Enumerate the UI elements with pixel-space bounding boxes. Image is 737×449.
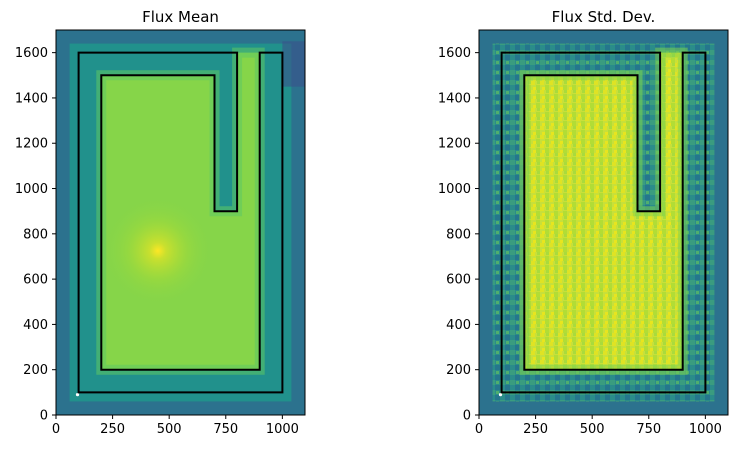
- y-tick-label: 1600: [15, 46, 48, 61]
- x-tick-label: 250: [100, 422, 125, 437]
- y-tick-label: 800: [446, 227, 471, 242]
- x-tick-label: 750: [636, 422, 661, 437]
- heatmap-peak: [102, 195, 213, 306]
- axes-frame: [55, 29, 306, 416]
- flux-mean-panel: 0 250 500 750 1000 0 200 400 600 800 1000 1200 1400 1…: [15, 8, 306, 437]
- y-tick-label: 200: [446, 363, 471, 378]
- y-tick-label: 800: [23, 227, 48, 242]
- y-tick-label: 1400: [438, 91, 471, 106]
- x-tick-label: 0: [52, 422, 60, 437]
- x-tick-label: 1000: [266, 422, 299, 437]
- chart-title: Flux Std. Dev.: [552, 8, 656, 26]
- x-tick-label: 0: [475, 422, 483, 437]
- y-tick-label: 1400: [15, 91, 48, 106]
- y-tick-label: 400: [446, 318, 471, 333]
- y-tick-label: 1000: [15, 182, 48, 197]
- x-tick-label: 1000: [689, 422, 722, 437]
- axes-frame: [478, 29, 729, 416]
- y-tick-label: 400: [23, 318, 48, 333]
- heatmap-dark-corner: [282, 41, 305, 87]
- y-tick-label: 600: [446, 273, 471, 288]
- x-tick-label: 500: [580, 422, 605, 437]
- x-tick-label: 500: [157, 422, 182, 437]
- x-tick-label: 750: [213, 422, 238, 437]
- y-tick-label: 200: [23, 363, 48, 378]
- y-tick-label: 600: [23, 273, 48, 288]
- y-tick-label: 1200: [438, 137, 471, 152]
- y-tick-label: 0: [463, 409, 471, 424]
- heatmap-speck: [75, 393, 80, 397]
- y-tick-label: 1000: [438, 182, 471, 197]
- chart-title: Flux Mean: [142, 8, 219, 26]
- region-outline: [77, 51, 284, 394]
- x-tick-label: 250: [523, 422, 548, 437]
- flux-std-panel: 0 250 500 750 1000 0 200 400 600 800 1000 1200 1400 1…: [438, 8, 729, 437]
- heatmap-inner-region: [524, 52, 683, 370]
- heatmap-speck: [498, 393, 503, 397]
- region-outline: [500, 51, 707, 394]
- y-tick-label: 0: [40, 409, 48, 424]
- y-tick-label: 1200: [15, 137, 48, 152]
- y-tick-label: 1600: [438, 46, 471, 61]
